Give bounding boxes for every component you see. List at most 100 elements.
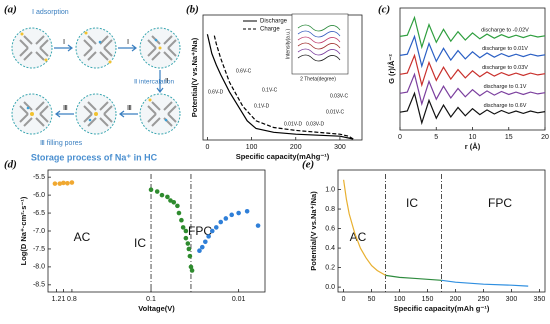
point <box>69 180 75 185</box>
point <box>188 264 194 270</box>
line <box>399 15 546 50</box>
x-tick-label: 100 <box>246 144 258 151</box>
x-tick-label: 200 <box>290 144 302 151</box>
annotation: 0.6V-D <box>208 89 224 95</box>
panel-label: (b) <box>186 4 199 16</box>
x-axis-label: Specific capacity(mAhg⁻¹) <box>236 152 330 161</box>
region-label: FPC <box>488 196 512 210</box>
point <box>185 241 191 246</box>
point <box>52 181 58 186</box>
inset-x-label: 2 Theta(degree) <box>300 76 336 82</box>
panel-a: (a) Ⅰ Ⅰ Ⅱ Ⅲ Ⅲ Ⅰ adsorption Ⅱ intercalati… <box>4 4 181 162</box>
panel-label: (d) <box>4 159 17 171</box>
region-label: IC <box>134 236 146 250</box>
y-tick-label: 0.0 <box>325 284 335 291</box>
x-tick-label: 300 <box>506 296 518 303</box>
y-tick-label: 0.6 <box>325 225 335 232</box>
x-tick-label: 100 <box>394 296 406 303</box>
x-tick-label: 20 <box>541 134 549 141</box>
point <box>171 199 177 205</box>
panel-label: (e) <box>302 159 314 171</box>
y-tick-label: 0.8 <box>325 206 335 213</box>
x-tick-label: 10 <box>469 134 477 141</box>
annotation: 0.1V-C <box>262 87 278 93</box>
point <box>148 187 154 193</box>
region-label: AC <box>350 230 367 244</box>
x-tick-label: 150 <box>422 296 434 303</box>
point <box>255 223 261 228</box>
y-tick-label: -5.5 <box>33 174 45 181</box>
point <box>183 228 189 234</box>
point <box>186 246 192 252</box>
point <box>223 216 229 221</box>
x-tick-label: 250 <box>478 296 490 303</box>
region-label: FPC <box>188 224 212 238</box>
caption: Storage process of Na⁺ in HC <box>31 152 158 162</box>
arrow-label: Ⅰ <box>63 39 65 46</box>
y-tick-label: -6.0 <box>33 192 45 199</box>
point <box>189 268 195 273</box>
annotation: 0.1V-D <box>254 103 270 109</box>
point <box>213 225 219 230</box>
line <box>399 72 546 107</box>
x-tick-label: 1 <box>61 296 65 303</box>
panel-label: (c) <box>378 4 390 16</box>
inset-y-label: Intensity(a.u.) <box>285 29 291 60</box>
y-tick-label: 0.4 <box>325 245 335 252</box>
legend-label: discharge to -0.02V <box>481 27 529 33</box>
x-tick-label: 50 <box>368 296 376 303</box>
point <box>218 219 224 225</box>
annotation: 0.03V-C <box>330 93 348 99</box>
point <box>197 248 202 254</box>
point <box>199 244 205 250</box>
chart: (c) 0 5 10 15 20 r (Å) G (r)/Å⁻² discharge to -0… <box>378 4 549 151</box>
y-tick-label: -8.0 <box>33 264 45 271</box>
point <box>176 210 182 216</box>
x-tick-label: 200 <box>450 296 462 303</box>
y-axis-label: Potential(V vs.Na⁺/Na) <box>190 37 199 117</box>
x-tick-label: 0 <box>398 134 402 141</box>
x-tick-label: 0.8 <box>67 296 77 303</box>
legend-label: discharge to 0.6V <box>484 103 527 109</box>
chart: (b) 0 100 200 300 Specific capacity(mAhg⁻¹) Po… <box>186 4 363 161</box>
step-label: Ⅲ filling pores <box>40 140 83 147</box>
point <box>65 180 70 186</box>
legend-label: Discharge <box>260 19 288 25</box>
point <box>154 189 160 194</box>
y-tick-label: -8.5 <box>33 282 45 289</box>
point <box>179 217 184 223</box>
point <box>236 210 241 216</box>
panel-label: (a) <box>4 4 17 16</box>
line <box>343 179 386 276</box>
step-label: Ⅰ adsorption <box>32 9 69 16</box>
x-tick-label: 0 <box>205 144 209 151</box>
x-axis-label: Voltage(V) <box>138 304 175 313</box>
x-tick-label: 1.2 <box>52 296 62 303</box>
point <box>187 253 193 259</box>
step-label: Ⅱ intercalation <box>134 79 174 86</box>
arrow-label: Ⅲ <box>63 105 68 112</box>
line <box>399 34 546 69</box>
arrow-label: Ⅲ <box>127 105 132 112</box>
point <box>203 239 208 245</box>
annotation: 0.01V-D <box>284 121 302 127</box>
point <box>175 203 180 209</box>
x-axis-label: r (Å) <box>465 142 481 151</box>
annotation: 0.03V-D <box>306 121 324 127</box>
x-tick-label: 5 <box>434 134 438 141</box>
line <box>399 53 546 88</box>
x-axis-label: Specific capacity(mAh g⁻¹) <box>394 304 490 313</box>
point <box>209 228 215 234</box>
point <box>183 235 189 241</box>
arrow-label: Ⅱ <box>165 78 168 85</box>
x-tick-label: 0.01 <box>232 296 246 303</box>
point <box>165 194 170 200</box>
point <box>244 208 250 214</box>
point <box>229 212 234 218</box>
legend-label: discharge to 0.01V <box>482 46 528 52</box>
y-axis-label: G (r)/Å⁻² <box>387 54 396 84</box>
point <box>159 192 165 198</box>
line <box>385 274 442 281</box>
x-tick-label: 300 <box>334 144 346 151</box>
